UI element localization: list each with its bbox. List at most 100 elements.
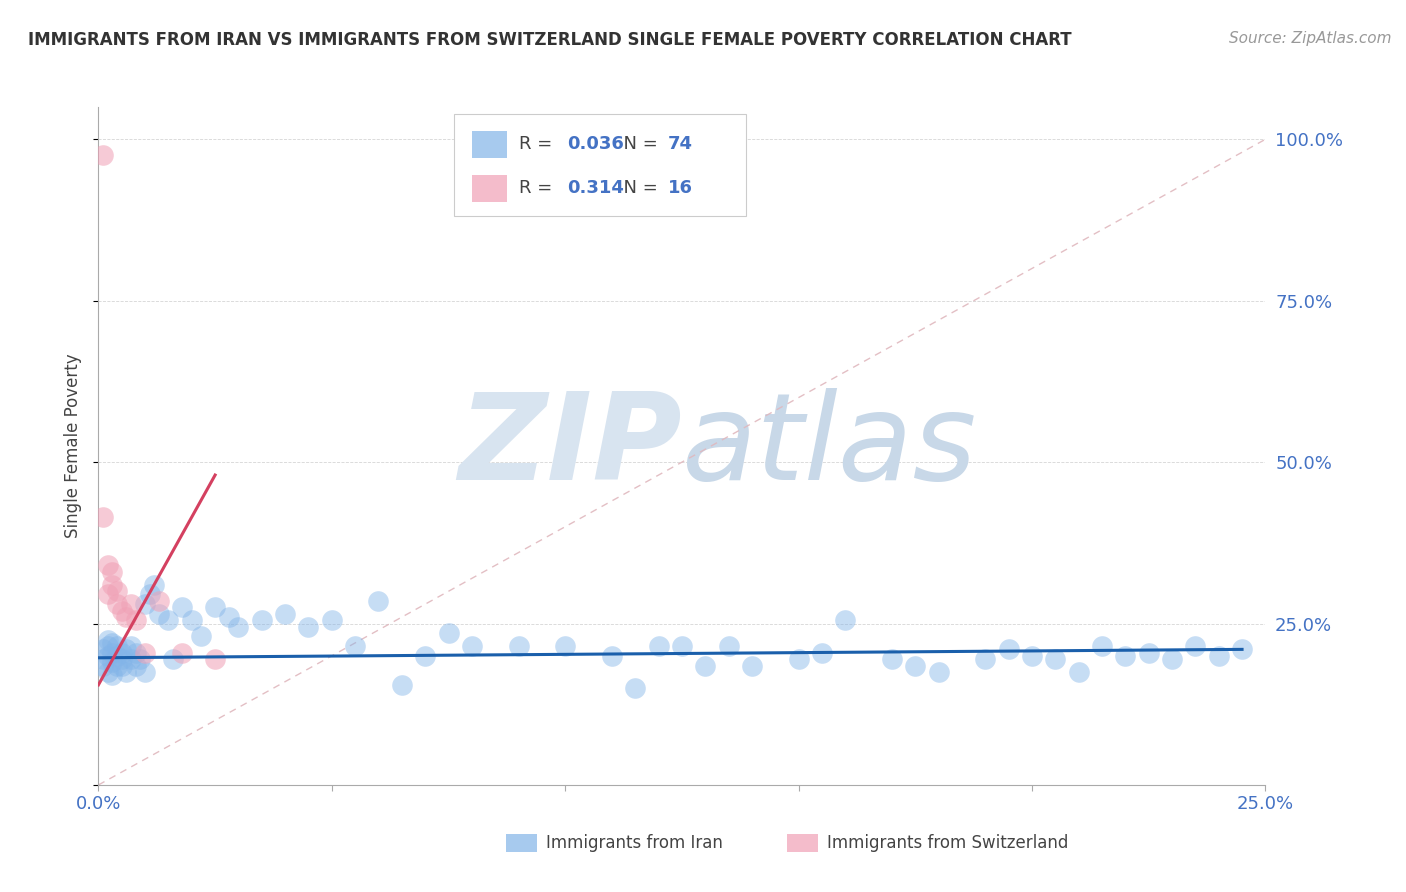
Point — [105, 597, 128, 611]
Point — [834, 613, 856, 627]
Point — [671, 639, 693, 653]
Point — [97, 665, 120, 679]
Point — [787, 652, 810, 666]
Point — [180, 613, 202, 627]
Point — [111, 604, 134, 618]
Text: Immigrants from Switzerland: Immigrants from Switzerland — [827, 834, 1069, 852]
Point — [172, 600, 194, 615]
Point — [1161, 652, 1184, 666]
Point — [172, 646, 194, 660]
Point — [91, 658, 114, 673]
Point — [554, 639, 576, 653]
Point — [143, 578, 166, 592]
Point — [1137, 646, 1160, 660]
Point — [97, 648, 120, 663]
Point — [974, 652, 997, 666]
Point — [204, 600, 226, 615]
Point — [413, 648, 436, 663]
Text: R =: R = — [519, 179, 558, 197]
Point — [811, 646, 834, 660]
Point — [1208, 648, 1230, 663]
Point — [97, 558, 120, 573]
Point — [321, 613, 343, 627]
Point — [101, 668, 124, 682]
Point — [91, 652, 114, 666]
Point — [250, 613, 273, 627]
Point — [600, 648, 623, 663]
Point — [148, 594, 170, 608]
Text: N =: N = — [612, 179, 664, 197]
Point — [624, 681, 647, 695]
Point — [134, 665, 156, 679]
Point — [115, 610, 138, 624]
Point — [695, 658, 717, 673]
Point — [508, 639, 530, 653]
FancyBboxPatch shape — [472, 175, 508, 202]
Text: R =: R = — [519, 136, 558, 153]
Point — [125, 646, 148, 660]
Y-axis label: Single Female Poverty: Single Female Poverty — [65, 354, 83, 538]
Point — [111, 658, 134, 673]
Point — [1230, 642, 1253, 657]
Point — [367, 594, 389, 608]
Text: IMMIGRANTS FROM IRAN VS IMMIGRANTS FROM SWITZERLAND SINGLE FEMALE POVERTY CORREL: IMMIGRANTS FROM IRAN VS IMMIGRANTS FROM … — [28, 31, 1071, 49]
Text: atlas: atlas — [682, 387, 977, 505]
Point — [997, 642, 1019, 657]
Point — [1184, 639, 1206, 653]
Point — [228, 620, 250, 634]
Point — [904, 658, 927, 673]
Point — [97, 632, 120, 647]
Text: 0.036: 0.036 — [568, 136, 624, 153]
Point — [125, 658, 148, 673]
Point — [1067, 665, 1090, 679]
Point — [111, 652, 134, 666]
Point — [928, 665, 950, 679]
Point — [101, 565, 124, 579]
Point — [274, 607, 297, 621]
Point — [880, 652, 903, 666]
Point — [120, 597, 142, 611]
Point — [148, 607, 170, 621]
FancyBboxPatch shape — [454, 114, 747, 216]
FancyBboxPatch shape — [472, 131, 508, 158]
Point — [391, 678, 413, 692]
Point — [139, 587, 162, 601]
Text: Source: ZipAtlas.com: Source: ZipAtlas.com — [1229, 31, 1392, 46]
Text: ZIP: ZIP — [458, 387, 682, 505]
Text: 74: 74 — [668, 136, 693, 153]
Point — [129, 652, 152, 666]
Point — [1021, 648, 1043, 663]
Point — [97, 639, 120, 653]
Point — [134, 646, 156, 660]
Point — [125, 613, 148, 627]
Point — [120, 639, 142, 653]
Point — [91, 510, 114, 524]
Point — [157, 613, 180, 627]
Point — [91, 642, 114, 657]
Point — [461, 639, 484, 653]
Point — [91, 148, 114, 162]
Point — [162, 652, 184, 666]
Point — [105, 658, 128, 673]
Point — [105, 639, 128, 653]
Point — [111, 646, 134, 660]
Point — [115, 665, 138, 679]
Point — [105, 584, 128, 599]
Point — [134, 597, 156, 611]
Point — [218, 610, 240, 624]
Point — [437, 626, 460, 640]
Point — [204, 652, 226, 666]
Point — [344, 639, 367, 653]
Point — [105, 648, 128, 663]
Point — [717, 639, 740, 653]
Point — [647, 639, 669, 653]
Text: N =: N = — [612, 136, 664, 153]
Point — [297, 620, 319, 634]
Text: 16: 16 — [668, 179, 693, 197]
Point — [741, 658, 763, 673]
Text: Immigrants from Iran: Immigrants from Iran — [546, 834, 723, 852]
Point — [101, 655, 124, 669]
Point — [101, 578, 124, 592]
Point — [1114, 648, 1136, 663]
Point — [190, 630, 212, 644]
